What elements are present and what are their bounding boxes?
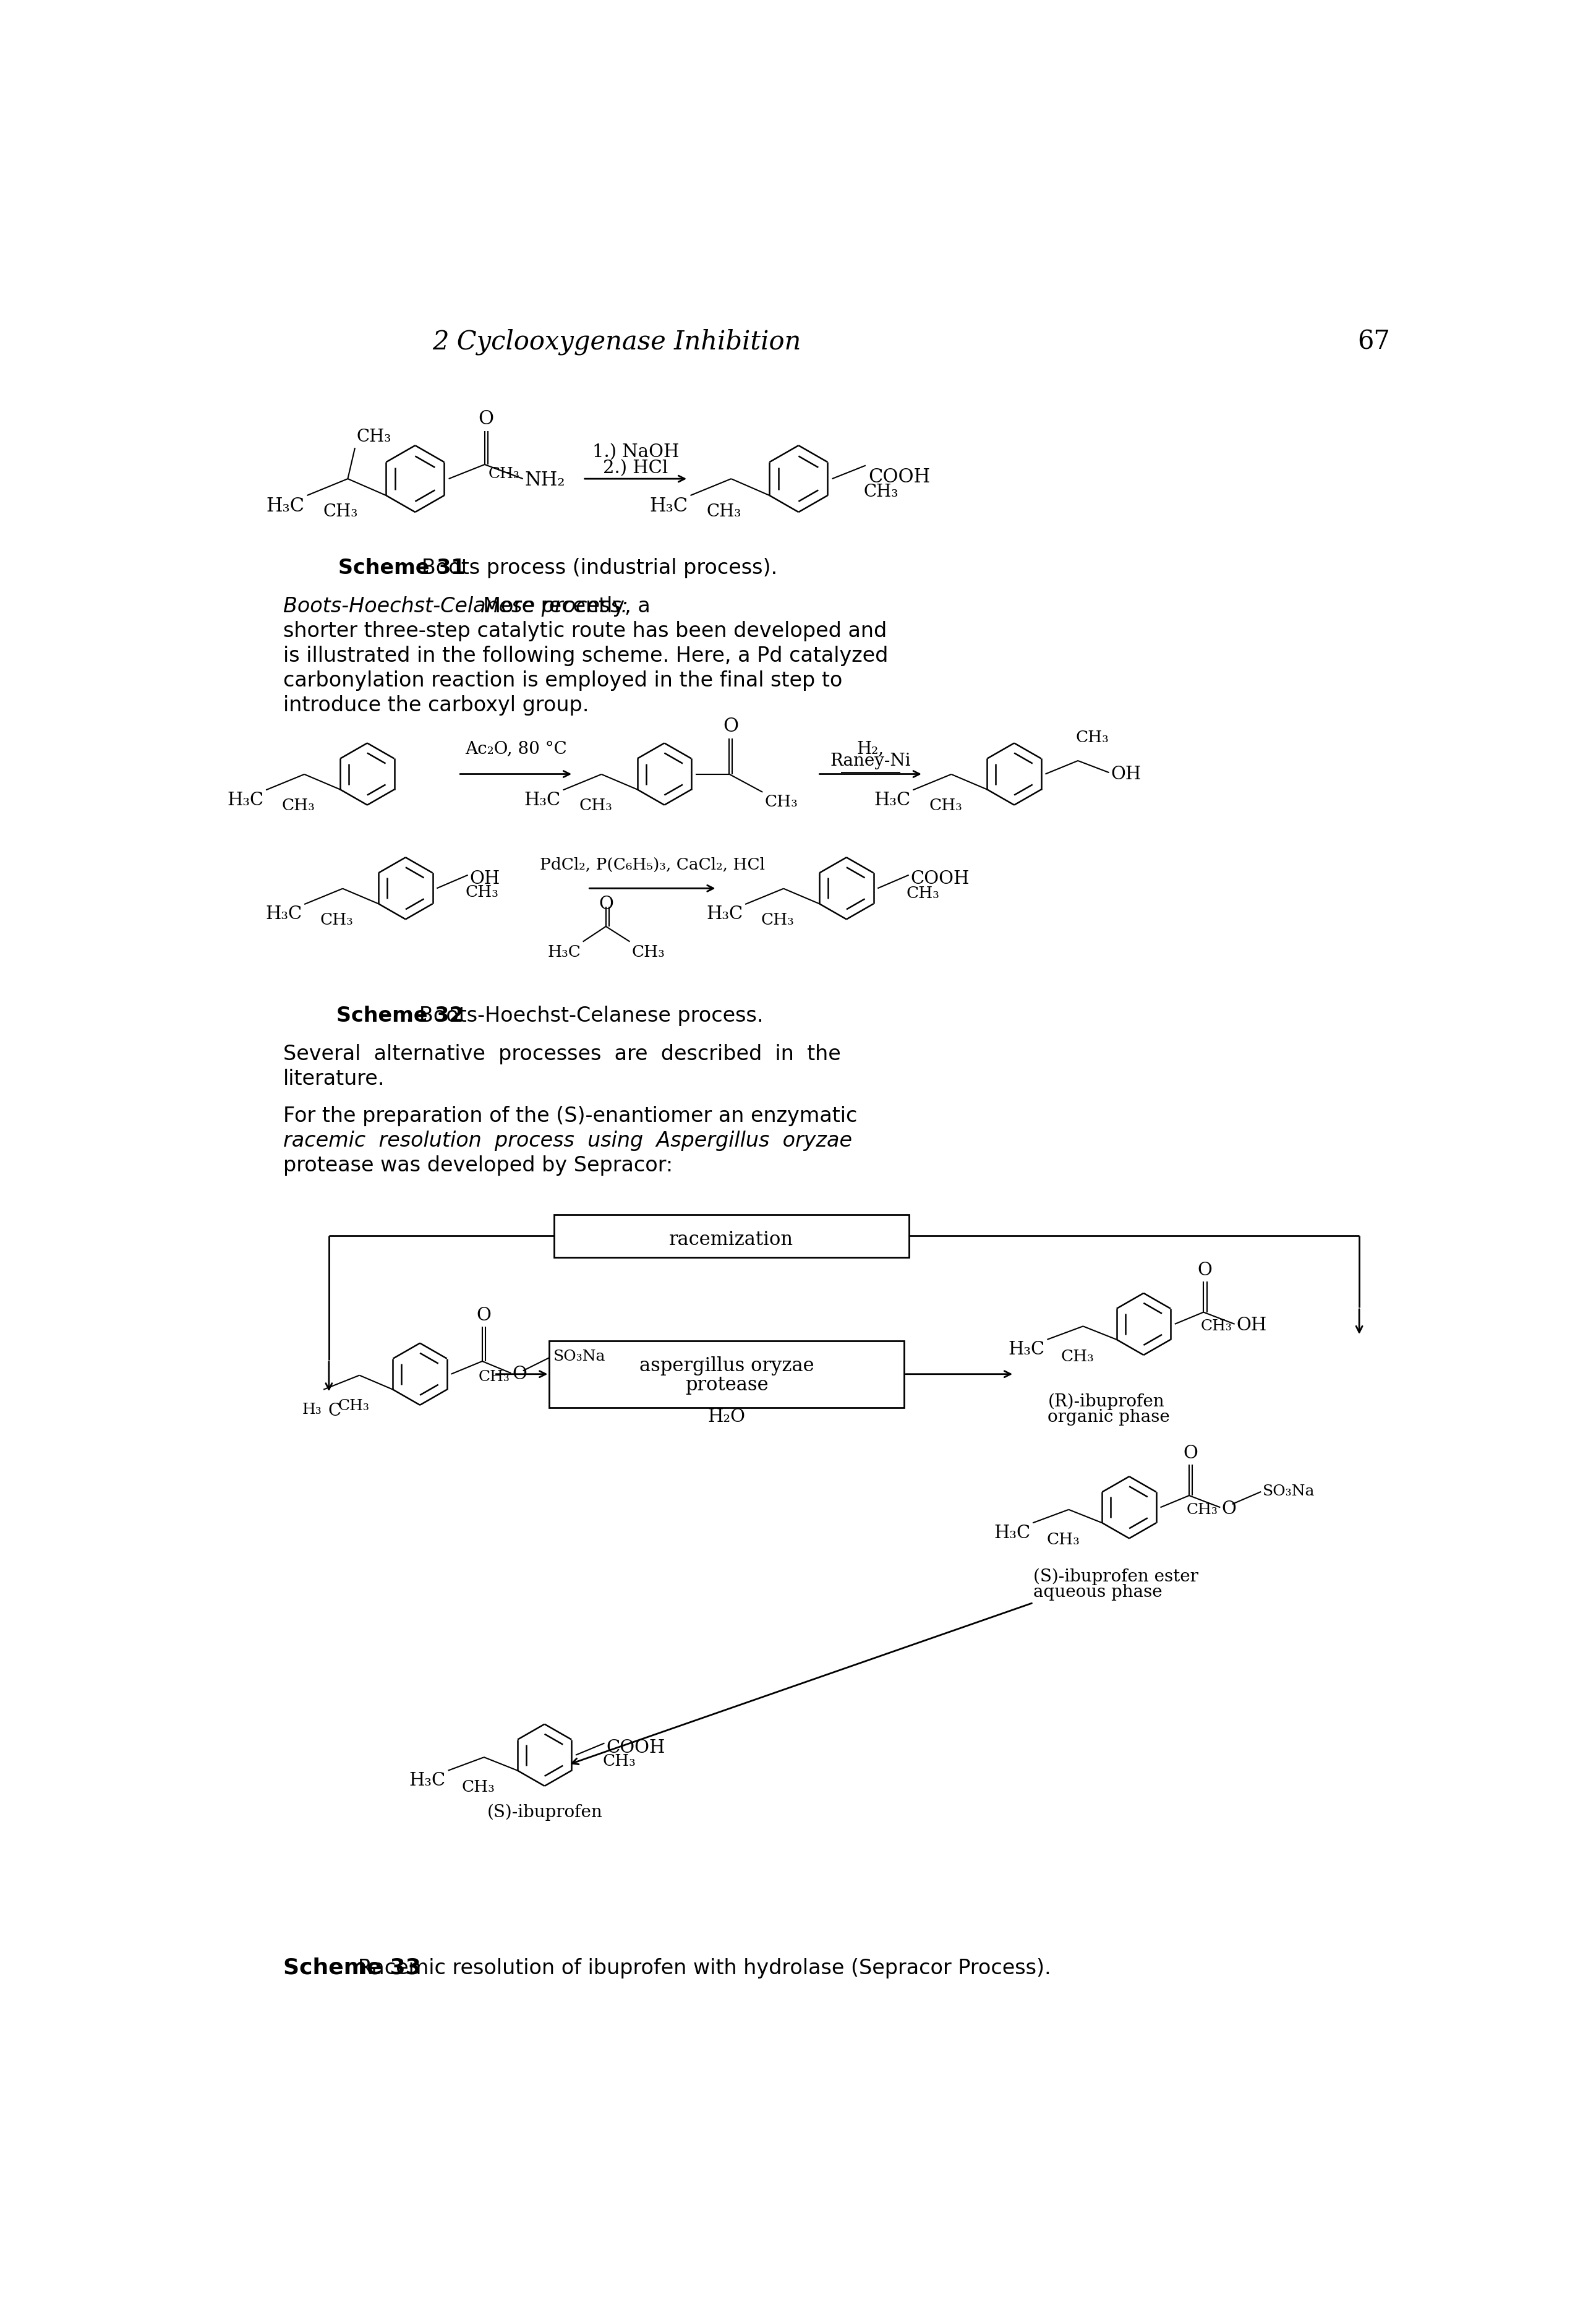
Text: H₃C: H₃C [994, 1524, 1031, 1542]
Text: For the preparation of the (S)-enantiomer an enzymatic: For the preparation of the (S)-enantiome… [284, 1106, 857, 1127]
Text: CH₃: CH₃ [338, 1398, 369, 1412]
Text: 67: 67 [1357, 330, 1390, 355]
Text: Several  alternative  processes  are  described  in  the: Several alternative processes are descri… [284, 1043, 841, 1064]
Text: 2.) HCl: 2.) HCl [603, 460, 669, 476]
Text: CH₃: CH₃ [603, 1754, 635, 1770]
Text: Scheme 32: Scheme 32 [337, 1006, 463, 1027]
Text: is illustrated in the following scheme. Here, a Pd catalyzed: is illustrated in the following scheme. … [284, 646, 889, 667]
Text: H₃C: H₃C [650, 497, 688, 516]
Text: H₃C: H₃C [409, 1772, 445, 1789]
Text: COOH: COOH [911, 871, 970, 887]
Text: racemic  resolution  process  using  Aspergillus  oryzae: racemic resolution process using Aspergi… [284, 1131, 852, 1150]
Text: SO₃Na: SO₃Na [554, 1350, 605, 1364]
Text: More recently, a: More recently, a [471, 597, 651, 616]
Text: H₃C: H₃C [1009, 1340, 1045, 1359]
Text: aqueous phase: aqueous phase [1033, 1584, 1162, 1601]
Text: NH₂: NH₂ [525, 472, 565, 490]
Text: CH₃: CH₃ [579, 799, 613, 813]
Text: O: O [1221, 1501, 1235, 1517]
Text: CH₃: CH₃ [466, 885, 500, 899]
Text: COOH: COOH [868, 467, 930, 488]
Text: (S)-ibuprofen ester: (S)-ibuprofen ester [1033, 1568, 1199, 1584]
Text: H₂O: H₂O [707, 1408, 745, 1426]
Text: O: O [723, 718, 739, 736]
Text: CH₃: CH₃ [1047, 1531, 1079, 1547]
Text: O: O [1197, 1261, 1213, 1280]
Text: CH₃: CH₃ [461, 1779, 495, 1796]
Text: protease: protease [685, 1375, 768, 1394]
Text: CH₃: CH₃ [479, 1371, 509, 1385]
Text: carbonylation reaction is employed in the final step to: carbonylation reaction is employed in th… [284, 671, 843, 690]
Text: H₃C: H₃C [875, 792, 911, 808]
Bar [554, 1215, 908, 1257]
Text: H₃C: H₃C [265, 906, 302, 922]
Text: : Racemic resolution of ibuprofen with hydrolase (Sepracor Process).: : Racemic resolution of ibuprofen with h… [345, 1958, 1052, 1979]
Text: O: O [598, 894, 613, 913]
Text: O: O [476, 1308, 492, 1324]
Text: (S)-ibuprofen: (S)-ibuprofen [487, 1803, 602, 1821]
Text: O: O [512, 1366, 527, 1382]
Text: O: O [1183, 1445, 1199, 1461]
Text: CH₃: CH₃ [1061, 1350, 1093, 1364]
Text: 2 Cyclooxygenase Inhibition: 2 Cyclooxygenase Inhibition [433, 330, 801, 355]
Text: CH₃: CH₃ [907, 885, 940, 901]
Text: OH: OH [469, 871, 500, 887]
Text: OH: OH [1235, 1317, 1267, 1333]
Text: H₃C: H₃C [547, 945, 581, 959]
Text: shorter three-step catalytic route has been developed and: shorter three-step catalytic route has b… [284, 620, 887, 641]
Text: H₃C: H₃C [523, 792, 560, 808]
Text: CH₃: CH₃ [929, 799, 962, 813]
Text: COOH: COOH [606, 1740, 666, 1756]
Text: PdCl₂, P(C₆H₅)₃, CaCl₂, HCl: PdCl₂, P(C₆H₅)₃, CaCl₂, HCl [539, 857, 764, 873]
Text: CH₃: CH₃ [1200, 1319, 1232, 1333]
Text: racemization: racemization [669, 1231, 793, 1250]
Text: aspergillus oryzae: aspergillus oryzae [640, 1357, 814, 1375]
Text: Boots-Hoechst-Celanese process:: Boots-Hoechst-Celanese process: [284, 597, 629, 616]
Text: H₃C: H₃C [705, 906, 742, 922]
Text: protease was developed by Sepracor:: protease was developed by Sepracor: [284, 1155, 674, 1175]
Text: C: C [329, 1403, 342, 1419]
Text: CH₃: CH₃ [321, 913, 354, 927]
Text: H₃: H₃ [302, 1403, 322, 1417]
Text: 1.) NaOH: 1.) NaOH [592, 444, 678, 460]
Text: SO₃Na: SO₃Na [1262, 1484, 1315, 1498]
Text: CH₃: CH₃ [1076, 729, 1109, 746]
Text: Scheme 31: Scheme 31 [338, 558, 466, 578]
Text: CH₃: CH₃ [761, 913, 795, 927]
Text: H₂,: H₂, [857, 741, 884, 757]
Text: CH₃: CH₃ [764, 794, 798, 808]
Text: CH₃: CH₃ [707, 504, 742, 520]
Text: H₃C: H₃C [227, 792, 263, 808]
Text: Raney-Ni: Raney-Ni [830, 753, 911, 769]
Text: : Boots process (industrial process).: : Boots process (industrial process). [409, 558, 777, 578]
Text: O: O [479, 409, 493, 430]
Text: CH₃: CH₃ [282, 799, 316, 813]
Text: : Boots-Hoechst-Celanese process.: : Boots-Hoechst-Celanese process. [405, 1006, 763, 1027]
Text: Scheme 33: Scheme 33 [284, 1958, 421, 1979]
Text: OH: OH [1111, 764, 1141, 783]
Text: CH₃: CH₃ [322, 504, 358, 520]
Text: CH₃: CH₃ [356, 430, 391, 446]
Text: Ac₂O, 80 °C: Ac₂O, 80 °C [464, 741, 567, 757]
Text: CH₃: CH₃ [488, 467, 520, 481]
Text: (R)-ibuprofen: (R)-ibuprofen [1047, 1394, 1165, 1410]
Text: CH₃: CH₃ [1186, 1503, 1218, 1517]
Text: H₃C: H₃C [267, 497, 305, 516]
Text: literature.: literature. [284, 1069, 385, 1089]
Bar [549, 1340, 903, 1408]
Text: CH₃: CH₃ [863, 483, 899, 499]
Text: CH₃: CH₃ [632, 945, 666, 959]
Text: organic phase: organic phase [1047, 1408, 1170, 1426]
Text: introduce the carboxyl group.: introduce the carboxyl group. [284, 695, 589, 715]
